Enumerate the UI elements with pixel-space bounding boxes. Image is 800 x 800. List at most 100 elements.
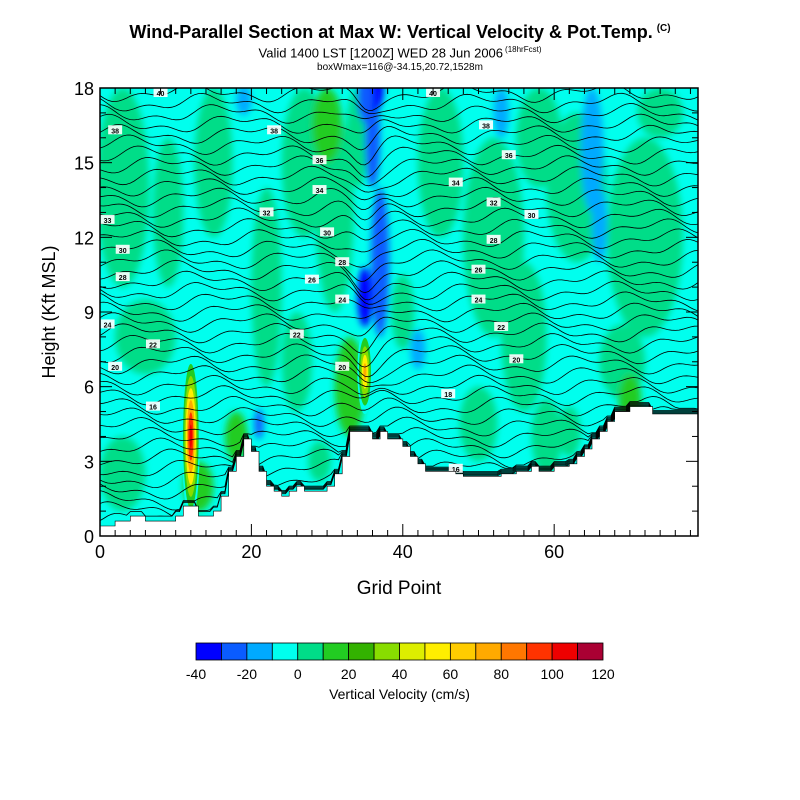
updraft-core-band (189, 424, 193, 449)
chart-title-units: (C) (656, 23, 671, 34)
contour-label-text: 22 (149, 342, 157, 349)
colorbar-swatch (500, 642, 528, 661)
terrain-surface (100, 406, 698, 536)
contour-label-bg (100, 319, 115, 329)
theta-contour-line (100, 354, 698, 384)
theta-contour-label: 28 (486, 234, 501, 245)
theta-contour-label: 38 (479, 120, 494, 130)
theta-contour-label: 32 (486, 197, 501, 207)
contour-label-text: 30 (323, 230, 331, 237)
velocity-patch (531, 399, 562, 474)
colorbar-tick-label: 120 (591, 666, 615, 682)
y-tick-label: 15 (74, 154, 94, 174)
velocity-patch (152, 137, 184, 288)
theta-contour-line (100, 407, 698, 477)
velocity-patch (100, 436, 146, 512)
contour-label-bg (259, 207, 274, 217)
contour-label-bg (289, 329, 304, 339)
contour-label-text: 26 (308, 278, 316, 285)
updraft-cores (181, 329, 373, 522)
theta-contour-line (100, 186, 698, 211)
contour-label-text: 40 (429, 91, 437, 98)
theta-contour-line (100, 312, 698, 337)
colorbar-swatch (195, 642, 222, 661)
theta-contour-line (100, 155, 698, 187)
contour-label-bg (304, 274, 319, 284)
contour-label-bg (335, 257, 350, 267)
colorbar-swatch (322, 642, 350, 661)
theta-contour-line (100, 92, 698, 115)
theta-contour-line (100, 88, 698, 112)
colorbar: -40 -20 0 20 40 60 80 100 120 Vertical Velocity (… (186, 642, 615, 702)
velocity-patch (308, 441, 331, 482)
velocity-patch (501, 262, 547, 412)
contour-label-bg (100, 214, 115, 224)
velocity-patch (493, 88, 509, 138)
colorbar-tick-label: -40 (186, 666, 206, 682)
theta-contour-label: 22 (145, 339, 160, 349)
velocity-patch (580, 88, 604, 213)
contour-label-bg (479, 120, 494, 130)
velocity-field-patches (100, 88, 683, 512)
valid-time-text: Valid 1400 LST [1200Z] WED 28 Jun 2006 (258, 45, 504, 61)
contour-label-text: 22 (293, 332, 301, 339)
theta-contour-label: 30 (320, 227, 335, 237)
contour-label-text: 34 (316, 188, 324, 195)
contour-label-bg (115, 272, 130, 282)
x-tick-label: 0 (95, 542, 105, 562)
velocity-patch (311, 88, 343, 163)
theta-contour-line (100, 301, 698, 323)
contour-label-bg (267, 125, 282, 135)
y-tick-label: 3 (84, 452, 94, 472)
theta-contour-line (100, 228, 698, 253)
theta-contour-line (100, 322, 698, 354)
contour-label-bg (486, 197, 501, 207)
contour-label-text: 18 (444, 392, 452, 399)
contour-label-text: 28 (490, 238, 498, 245)
theta-contour-line (100, 249, 698, 282)
colorbar-tick-label: 100 (540, 666, 564, 682)
contour-label-text: 33 (104, 218, 112, 225)
contour-label-text: 30 (528, 213, 536, 220)
theta-contour-label: 28 (115, 272, 130, 282)
contour-label-bg (108, 361, 123, 371)
contour-label-text: 22 (497, 325, 505, 332)
contour-label-bg (312, 155, 327, 165)
velocity-patch (592, 187, 608, 263)
y-tick-label: 18 (74, 79, 94, 99)
theta-contour-line (100, 408, 698, 489)
theta-contour-line (100, 406, 698, 469)
velocity-patch (607, 137, 683, 337)
contour-label-text: 28 (338, 260, 346, 267)
contour-label-text: 24 (338, 298, 346, 305)
velocity-patch (370, 187, 390, 337)
theta-contour-label: 33 (100, 214, 115, 225)
contour-label-bg (335, 294, 350, 304)
contour-label-text: 24 (475, 298, 483, 305)
contour-label-text: 38 (111, 128, 119, 135)
theta-contour-label: 36 (501, 150, 516, 160)
theta-contour-label: 24 (100, 319, 115, 329)
contour-label-text: 24 (104, 322, 112, 329)
theta-contour-label: 18 (441, 389, 456, 399)
theta-contour-line (100, 395, 698, 417)
contour-label-text: 20 (512, 357, 520, 364)
theta-contour-label: 22 (289, 329, 304, 339)
theta-contour-line (100, 402, 698, 427)
plot-area: 40 40 38 38 38 36 36 34 34 33 32 32 30 30 30 28 28 26 26 28… (100, 88, 698, 536)
contour-label-bg (509, 354, 524, 364)
theta-contour-line (100, 270, 698, 301)
theta-contour-line (100, 374, 698, 396)
velocity-patch (194, 88, 233, 238)
colorbar-swatch (221, 642, 248, 661)
velocity-patch (557, 406, 581, 457)
plot-clip-group: 40 40 38 38 38 36 36 34 34 33 32 32 30 30 30 28 28 26 26 28… (100, 88, 698, 536)
theta-contour-label: 16 (145, 401, 160, 412)
contour-label-bg (312, 185, 327, 195)
theta-contour-label: 20 (335, 361, 350, 372)
velocity-patch (251, 187, 282, 387)
y-tick-label: 0 (84, 527, 94, 547)
theta-contour-line (100, 134, 698, 166)
